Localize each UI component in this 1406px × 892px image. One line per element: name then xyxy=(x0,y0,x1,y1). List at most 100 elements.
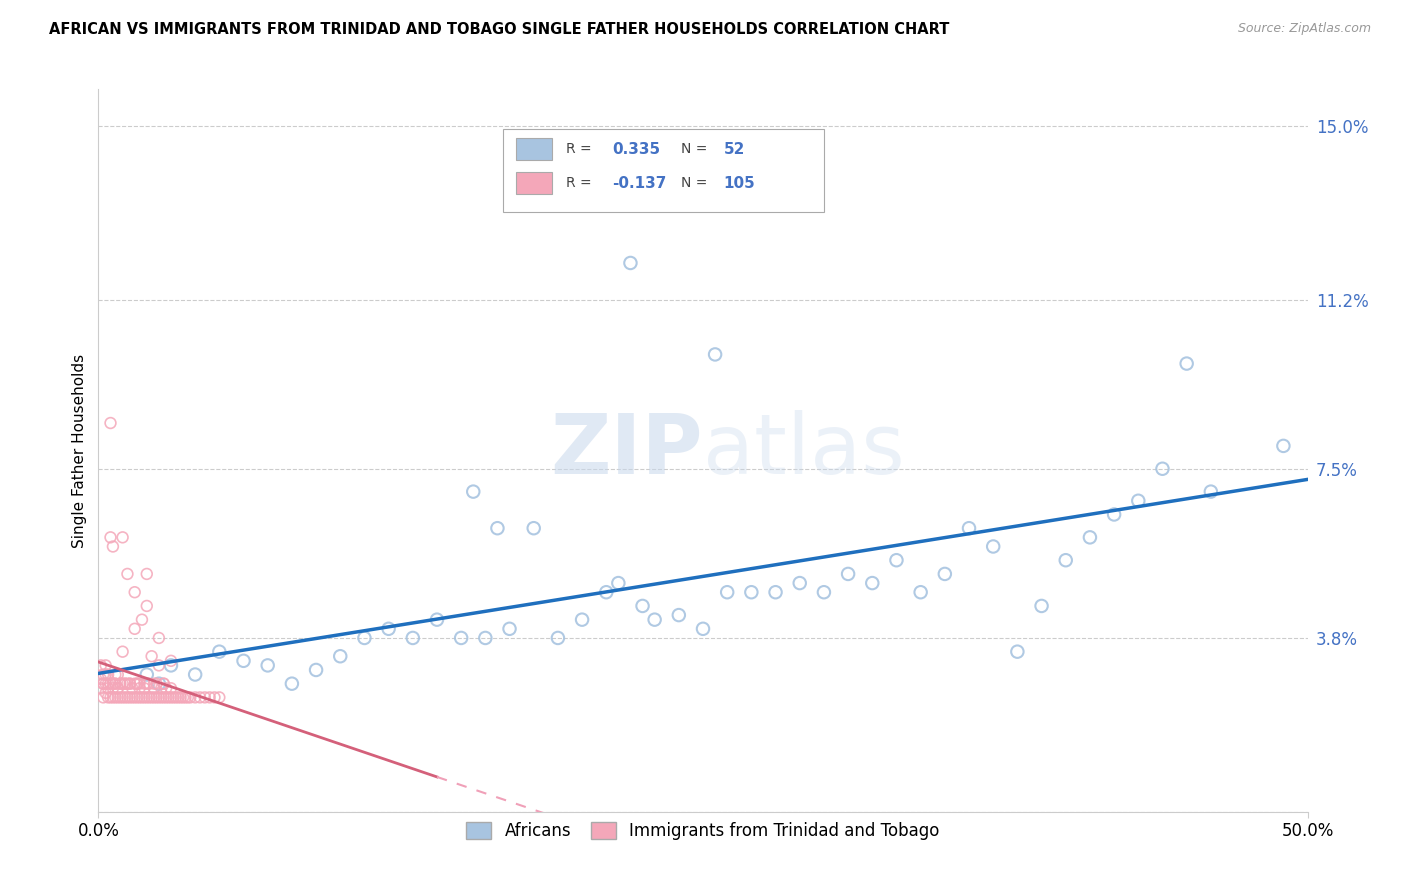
Point xyxy=(1078,530,1101,544)
Point xyxy=(886,553,908,567)
Point xyxy=(547,631,569,645)
Point xyxy=(101,681,124,696)
Point xyxy=(523,521,546,535)
Point xyxy=(1031,599,1053,613)
Point xyxy=(124,676,146,690)
Point xyxy=(124,622,146,636)
Point xyxy=(377,622,399,636)
Text: N =: N = xyxy=(682,142,711,156)
Point xyxy=(134,681,156,696)
Point xyxy=(111,530,134,544)
Point xyxy=(94,686,117,700)
Point xyxy=(981,540,1004,554)
Point xyxy=(813,585,835,599)
Point xyxy=(167,690,190,705)
Point xyxy=(1152,462,1174,476)
Point xyxy=(100,690,122,705)
Point xyxy=(117,566,139,581)
Text: R =: R = xyxy=(567,176,596,190)
Point xyxy=(143,681,166,696)
Point xyxy=(474,631,496,645)
Point xyxy=(101,690,124,705)
Point xyxy=(104,690,127,705)
Point xyxy=(143,690,166,705)
Point xyxy=(117,690,139,705)
Point xyxy=(184,667,207,681)
Point xyxy=(97,690,120,705)
Point xyxy=(208,645,231,659)
Y-axis label: Single Father Households: Single Father Households xyxy=(72,353,87,548)
Point xyxy=(716,585,738,599)
Point xyxy=(692,622,714,636)
Point xyxy=(107,681,129,696)
Point xyxy=(172,690,194,705)
Point xyxy=(101,540,124,554)
Text: atlas: atlas xyxy=(703,410,904,491)
Point xyxy=(607,576,630,591)
FancyBboxPatch shape xyxy=(516,172,551,194)
Point xyxy=(148,690,170,705)
Point xyxy=(1272,439,1295,453)
Point xyxy=(100,416,122,430)
Point xyxy=(150,681,173,696)
Point xyxy=(957,521,980,535)
Point xyxy=(668,608,690,623)
Point xyxy=(188,690,211,705)
Point xyxy=(160,690,183,705)
Point xyxy=(631,599,654,613)
Text: Source: ZipAtlas.com: Source: ZipAtlas.com xyxy=(1237,22,1371,36)
Point xyxy=(486,521,509,535)
Point xyxy=(118,690,141,705)
Point xyxy=(104,676,127,690)
Point xyxy=(256,658,278,673)
Point xyxy=(97,667,120,681)
Point xyxy=(91,676,114,690)
Point xyxy=(145,676,167,690)
Point xyxy=(1007,645,1029,659)
Point xyxy=(704,347,727,361)
Point xyxy=(135,690,157,705)
Point xyxy=(155,681,177,696)
Point xyxy=(118,676,141,690)
Point xyxy=(208,690,231,705)
Text: 0.335: 0.335 xyxy=(613,142,661,157)
Text: R =: R = xyxy=(567,142,596,156)
Point xyxy=(1102,508,1125,522)
Point xyxy=(619,256,641,270)
Point xyxy=(1175,357,1198,371)
Point xyxy=(108,676,131,690)
Point xyxy=(111,690,134,705)
Point xyxy=(94,667,117,681)
Point xyxy=(160,654,183,668)
Point xyxy=(198,690,221,705)
Point xyxy=(97,676,120,690)
Point xyxy=(165,690,187,705)
Point xyxy=(97,681,120,696)
Point xyxy=(169,690,191,705)
Point xyxy=(765,585,787,599)
Point xyxy=(305,663,328,677)
Text: 105: 105 xyxy=(724,176,755,191)
Point xyxy=(128,676,150,690)
Point xyxy=(644,613,666,627)
Point xyxy=(91,676,114,690)
Point xyxy=(1128,493,1150,508)
Point xyxy=(107,667,129,681)
Point xyxy=(91,667,114,681)
Point xyxy=(595,585,617,599)
Point xyxy=(329,649,352,664)
FancyBboxPatch shape xyxy=(503,129,824,212)
Point xyxy=(571,613,593,627)
Point xyxy=(148,658,170,673)
Point xyxy=(174,690,197,705)
Point xyxy=(134,690,156,705)
Point xyxy=(94,676,117,690)
Point xyxy=(281,676,304,690)
Point xyxy=(740,585,762,599)
Legend: Africans, Immigrants from Trinidad and Tobago: Africans, Immigrants from Trinidad and T… xyxy=(460,815,946,847)
Point xyxy=(100,676,122,690)
Text: N =: N = xyxy=(682,176,711,190)
Point xyxy=(111,645,134,659)
Text: ZIP: ZIP xyxy=(551,410,703,491)
Point xyxy=(157,690,180,705)
